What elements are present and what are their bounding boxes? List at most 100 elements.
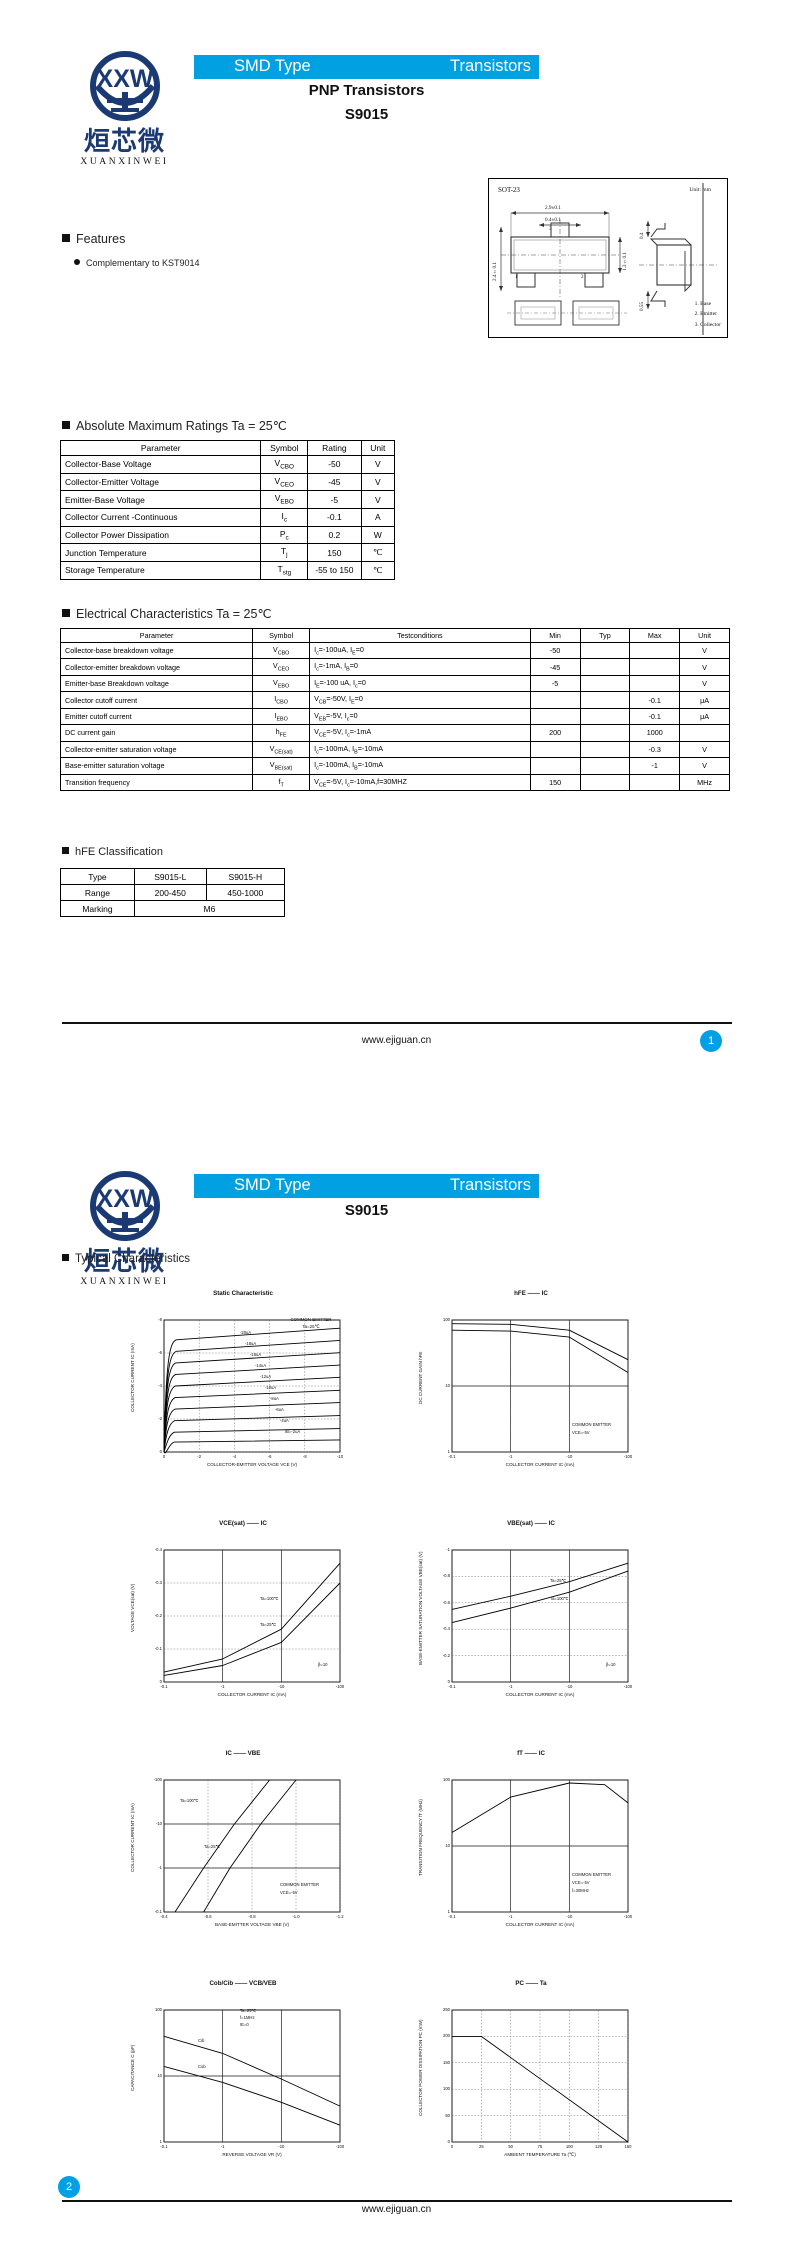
x-axis-label: COLLECTOR CURRENT IC (mA) [505, 1462, 575, 1467]
x-axis-label: COLLECTOR CURRENT IC (mA) [505, 1922, 575, 1927]
ec-max [629, 674, 681, 693]
x-tick-label: 100 [565, 2144, 573, 2149]
ec-parameter: Emitter-base Breakdown voltage [59, 674, 254, 693]
ec-min: -45 [529, 658, 581, 676]
hfe-label: Range [60, 884, 135, 901]
hfe-heading: hFE Classification [62, 846, 163, 858]
ec-unit: V [679, 757, 730, 775]
x-tick-label: -0.1 [448, 1914, 456, 1919]
x-axis-label: AMBIENT TEMPERATURE Ta (℃) [504, 2152, 576, 2157]
square-bullet-icon [62, 847, 69, 854]
hfe-value-l: 200-450 [133, 884, 207, 901]
y-tick-label: -6 [158, 1350, 162, 1355]
table-row: Transition frequency fT VCE=-5V, Ic=-10mA,… [59, 773, 730, 791]
chart-annotation: Ta=25℃ [260, 1622, 277, 1627]
logo-mark-icon: XXW [81, 1170, 169, 1248]
hfe-marking: M6 [133, 900, 286, 917]
y-tick-label: 10 [157, 2073, 162, 2078]
chart-annotation: Cob [198, 2064, 206, 2069]
hfe-value-h: S9015-H [205, 868, 286, 885]
package-unit-label: Unit: mm [689, 187, 711, 193]
ec-testconditions: Ic=-100uA, IE=0 [309, 641, 531, 660]
dim-height-label: 2.4±0.1 [492, 262, 498, 281]
page1-header: XXW 烜芯微 XUANXINWEI SMD Type Transistors … [0, 0, 793, 167]
y-tick-label: -2 [158, 1416, 162, 1421]
logo-pinyin: XUANXINWEI [80, 157, 169, 167]
pin-number-3: 3 [549, 227, 552, 232]
amr-symbol: Ic [260, 508, 309, 527]
y-tick-label: 1 [447, 1449, 450, 1454]
amr-col-header: Unit [360, 440, 396, 456]
ec-unit: V [679, 674, 730, 693]
amr-symbol: Tstg [260, 561, 309, 580]
y-tick-label: -1 [446, 1547, 450, 1552]
chart-annotation: Cib [198, 2038, 205, 2043]
x-tick-label: -100 [623, 1454, 633, 1459]
curve-label: IB=-2uA [285, 1429, 301, 1434]
chart-annotation: VCE=-5V [572, 1430, 590, 1435]
x-tick-label: -0.1 [448, 1684, 456, 1689]
page2-page-number: 2 [58, 2176, 80, 2198]
x-tick-label: -0.1 [160, 1684, 168, 1689]
table-header-row: Parameter Symbol Rating Unit [59, 440, 396, 456]
y-axis-label: VOLTAGE VCE(sat) (V) [130, 1583, 135, 1633]
y-tick-label: -0.8 [442, 1573, 450, 1579]
x-axis-label: COLLECTOR CURRENT IC (mA) [217, 1692, 287, 1697]
square-bullet-icon [62, 1254, 69, 1261]
hfe-classification-table: Type S9015-L S9015-H Range 200-450 450-1000 Ma… [60, 868, 286, 917]
package-name-label: SOT-23 [498, 186, 520, 194]
table-row: Collector-emitter breakdown voltage VCEO I… [59, 658, 730, 676]
dim-width-label: 2.9±0.1 [545, 205, 561, 211]
y-tick-label: 1 [447, 1909, 450, 1914]
chart-title: PC —— Ta [515, 1980, 547, 1987]
chart-ic-vs-vbe: IC —— VBE -0.4 -0.6 -0.8 -1.0 -1.2 -0.1 -1 -10 -1… [118, 1750, 368, 1965]
y-tick-label: -0.4 [154, 1547, 162, 1552]
chart-annotation: f=1MHz [240, 2015, 255, 2020]
x-tick-label: -8 [302, 1454, 307, 1459]
ec-col-header: Min [529, 628, 581, 643]
chart-annotation: Ta=25℃ [204, 1844, 221, 1849]
ec-max: -0.1 [629, 691, 681, 709]
x-tick-label: -1 [508, 1914, 513, 1919]
ec-typ [579, 674, 631, 693]
banner-left-label: SMD Type [234, 1176, 311, 1194]
x-tick-label: -100 [335, 2144, 345, 2149]
y-tick-label: 0 [447, 1679, 450, 1684]
chart-title: Cob/Cib —— VCB/VEB [209, 1980, 277, 1987]
ec-max: 1000 [629, 724, 681, 742]
square-bullet-icon [62, 234, 70, 242]
package-outline-drawing: SOT-23 Unit: mm [488, 178, 728, 338]
ec-symbol: VCE(sat) [252, 740, 311, 759]
table-row: Emitter-base Breakdown voltage VEBO IE=-10… [59, 674, 730, 693]
page1-footer-rule [62, 1022, 732, 1024]
y-tick-label: 1 [159, 2139, 162, 2144]
x-axis-label: REVERSE VOLTAGE VR (V) [222, 2152, 282, 2157]
ec-unit: μA [679, 691, 730, 709]
ec-typ [579, 691, 631, 709]
x-axis-label: BASE-EMITTER VOLTAGE VBE (V) [214, 1922, 290, 1927]
hfe-heading-label: hFE Classification [75, 846, 164, 858]
amr-heading-label: Absolute Maximum Ratings Ta = 25℃ [76, 419, 287, 433]
table-row: Emitter-Base Voltage VEBO -5 V [59, 490, 396, 510]
ec-symbol: VCBO [252, 641, 311, 660]
x-tick-label: 0 [162, 1454, 166, 1459]
banner-right-label: Transistors [450, 1176, 531, 1194]
y-tick-label: -0.3 [154, 1580, 162, 1585]
hfe-value-h: 450-1000 [205, 884, 286, 901]
dim-standoff-label: 0.55 [639, 301, 645, 311]
x-tick-label: 0 [450, 2144, 454, 2149]
table-row: Type S9015-L S9015-H [60, 868, 286, 885]
chart-title: VBE(sat) —— IC [507, 1520, 555, 1527]
ec-min: -5 [529, 674, 581, 693]
table-row: Collector cutoff current ICBO VCB=-50V, IE… [59, 691, 730, 709]
table-row: Collector-Base Voltage VCBO -50 V [59, 455, 396, 474]
amr-unit: V [360, 455, 396, 474]
ec-symbol: VEBO [252, 674, 311, 693]
y-tick-label: 100 [155, 2007, 162, 2012]
y-tick-label: 10 [445, 1843, 450, 1848]
x-tick-label: 50 [508, 2144, 513, 2149]
ec-max: -0.3 [629, 740, 681, 759]
ec-col-header: Symbol [252, 628, 311, 643]
amr-col-header: Symbol [260, 440, 309, 456]
ec-testconditions: IE=-100 uA, Ic=0 [309, 674, 531, 693]
